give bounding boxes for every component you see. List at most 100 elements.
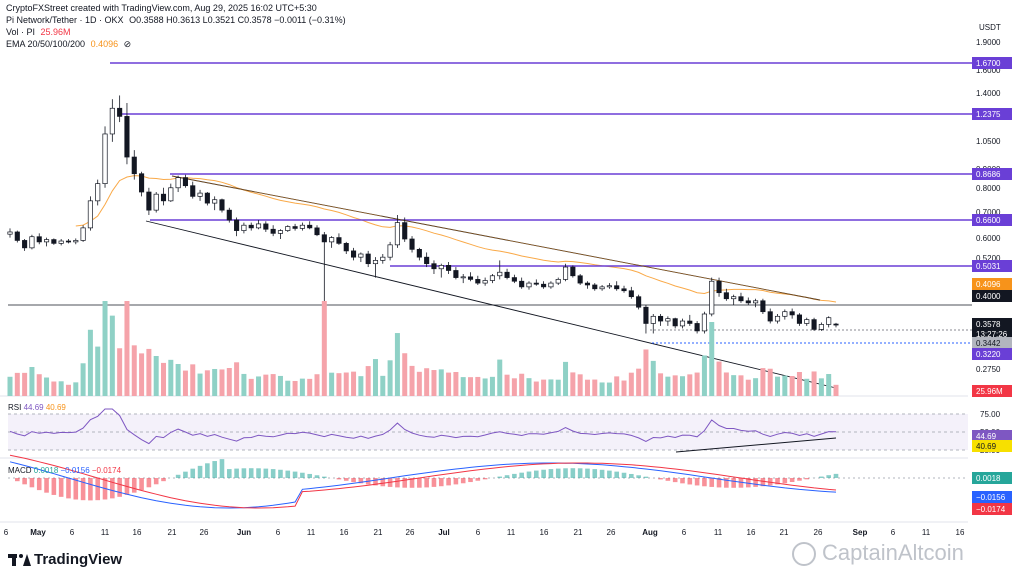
- macd-histogram-bar: [797, 478, 802, 481]
- volume-label[interactable]: Vol · PI: [6, 27, 36, 37]
- volume-bar: [394, 333, 400, 396]
- candle-body: [73, 240, 79, 243]
- rsi-label[interactable]: RSI: [8, 403, 22, 412]
- macd-histogram-bar: [658, 478, 663, 480]
- candle-body: [687, 320, 693, 324]
- x-tick-label: 6: [4, 528, 9, 537]
- macd-histogram-bar: [599, 469, 605, 478]
- macd-histogram-bar: [672, 478, 678, 483]
- volume-bar: [555, 379, 561, 396]
- macd-histogram-bar: [497, 476, 503, 478]
- x-tick-label: 21: [374, 528, 383, 537]
- volume-bar: [95, 346, 101, 396]
- y-tick-label: 1.4000: [976, 89, 1001, 98]
- macd-histogram-bar: [453, 478, 459, 485]
- macd-histogram-bar: [212, 461, 217, 478]
- x-tick-label: 6: [70, 528, 75, 537]
- macd-hist-tag: 0.0018: [976, 474, 1001, 483]
- macd-histogram-bar: [446, 478, 451, 486]
- volume-bar: [204, 370, 210, 396]
- volume-bar: [475, 376, 481, 396]
- volume-bar: [694, 372, 700, 396]
- volume-bar: [117, 348, 123, 396]
- macd-histogram-bar: [117, 478, 122, 497]
- macd-histogram-bar: [665, 478, 671, 481]
- candle-body: [599, 286, 605, 290]
- volume-bar: [219, 369, 225, 396]
- volume-bar: [665, 376, 671, 396]
- macd-histogram-bar: [680, 478, 685, 484]
- rsi-tag-bg: [972, 430, 1012, 442]
- eye-off-icon[interactable]: ⊘: [123, 39, 132, 49]
- candle-body: [160, 193, 167, 202]
- volume-bar: [438, 369, 444, 396]
- volume-bar: [336, 373, 342, 396]
- x-tick-label: 6: [891, 528, 896, 537]
- macd-histogram-bar: [724, 478, 729, 488]
- level-tag-bg: [972, 260, 1012, 272]
- axis-unit: USDT: [979, 23, 1001, 32]
- macd-histogram-bar: [373, 478, 378, 486]
- candle-body: [533, 282, 539, 285]
- macd-histogram-bar: [234, 468, 239, 478]
- x-tick-label: 16: [956, 528, 965, 537]
- rsi-ma-value: 40.69: [45, 403, 66, 412]
- macd-histogram-bar: [643, 476, 649, 478]
- macd-histogram-bar: [146, 478, 152, 488]
- candle-body: [541, 283, 547, 288]
- macd-histogram-bar: [431, 478, 437, 487]
- ema-label[interactable]: EMA 20/50/100/200: [6, 39, 86, 49]
- macd-histogram-bar: [336, 478, 342, 480]
- macd-histogram-bar: [409, 478, 415, 488]
- candle-body: [365, 253, 371, 265]
- candle-body: [51, 239, 57, 244]
- macd-label[interactable]: MACD: [8, 466, 32, 475]
- rsi-line: [9, 408, 837, 445]
- candle-body: [58, 240, 64, 244]
- rsi-value: 44.69: [23, 403, 44, 412]
- macd-legend: MACD 0.0018 −0.0156 −0.0174: [8, 466, 121, 475]
- macd-histogram-bar: [541, 469, 546, 478]
- macd-histogram-bar: [519, 472, 524, 478]
- volume-bar: [44, 377, 50, 396]
- macd-histogram-bar: [512, 473, 517, 478]
- macd-histogram-bar: [702, 478, 707, 487]
- x-tick-label: Jun: [237, 528, 251, 537]
- volume-bar: [504, 374, 510, 396]
- macd-histogram-bar: [475, 478, 481, 481]
- candle-body: [131, 156, 137, 175]
- macd-histogram-bar: [88, 478, 93, 501]
- volume-bar: [190, 364, 196, 396]
- volume-bar: [431, 370, 437, 396]
- candle-body: [109, 107, 115, 135]
- volume-bar: [109, 315, 115, 396]
- candle-body: [409, 238, 415, 250]
- macd-histogram-bar: [607, 470, 612, 478]
- volume-bar: [372, 359, 378, 396]
- volume-bar: [409, 365, 415, 396]
- macd-histogram-bar: [183, 471, 188, 478]
- volume-bar: [760, 368, 766, 396]
- candle-body: [424, 256, 430, 265]
- symbol-name[interactable]: Pi Network/Tether · 1D · OKX: [6, 15, 124, 25]
- volume-bar: [358, 376, 364, 396]
- candle-body: [175, 177, 181, 189]
- volume-bar: [636, 368, 642, 396]
- volume-bar: [782, 375, 788, 396]
- level-tag-label: 1.6700: [976, 59, 1001, 68]
- volume-bar: [270, 374, 276, 396]
- candle-body: [782, 311, 788, 317]
- tradingview-logo-icon: [8, 554, 31, 567]
- volume-bar: [577, 374, 583, 396]
- volume-bar: [29, 367, 35, 396]
- volume-bar: [723, 372, 729, 396]
- x-tick-label: 26: [200, 528, 209, 537]
- volume-bar: [234, 362, 240, 396]
- candle-body: [263, 223, 269, 230]
- volume-bar: [263, 374, 269, 396]
- volume-bar: [175, 364, 181, 396]
- volume-bar: [80, 363, 86, 396]
- volume-bar: [701, 355, 707, 396]
- volume-bar: [161, 362, 167, 396]
